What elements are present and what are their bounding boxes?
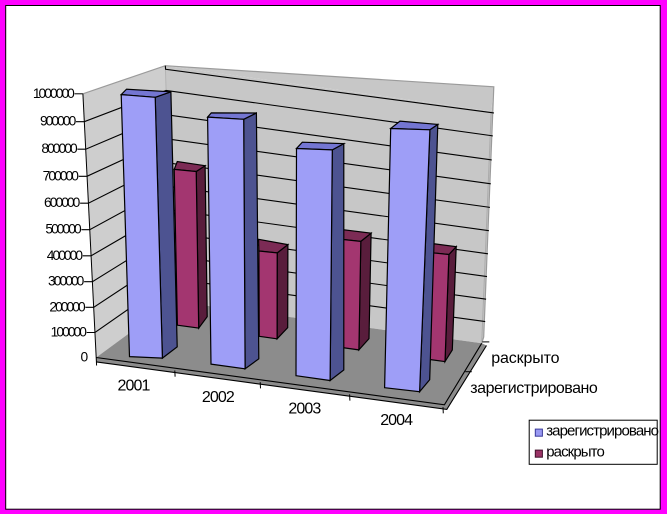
svg-text:раскрыто: раскрыто [491,350,559,367]
svg-text:зарегистрировано: зарегистрировано [470,380,598,397]
svg-text:800000: 800000 [41,141,78,156]
svg-text:700000: 700000 [43,168,80,183]
svg-text:400000: 400000 [47,248,84,263]
svg-text:2001: 2001 [118,377,151,394]
svg-text:200000: 200000 [49,299,86,314]
svg-text:600000: 600000 [44,195,81,210]
svg-text:2002: 2002 [202,389,235,406]
svg-text:1000000: 1000000 [33,86,75,101]
svg-text:2003: 2003 [288,400,321,417]
svg-text:раскрыто: раскрыто [546,444,604,461]
svg-text:зарегистрировано: зарегистрировано [546,422,658,439]
svg-text:100000: 100000 [51,325,88,340]
svg-text:2004: 2004 [380,412,413,429]
svg-text:900000: 900000 [40,114,77,129]
svg-text:500000: 500000 [45,222,82,237]
svg-text:300000: 300000 [48,274,85,289]
